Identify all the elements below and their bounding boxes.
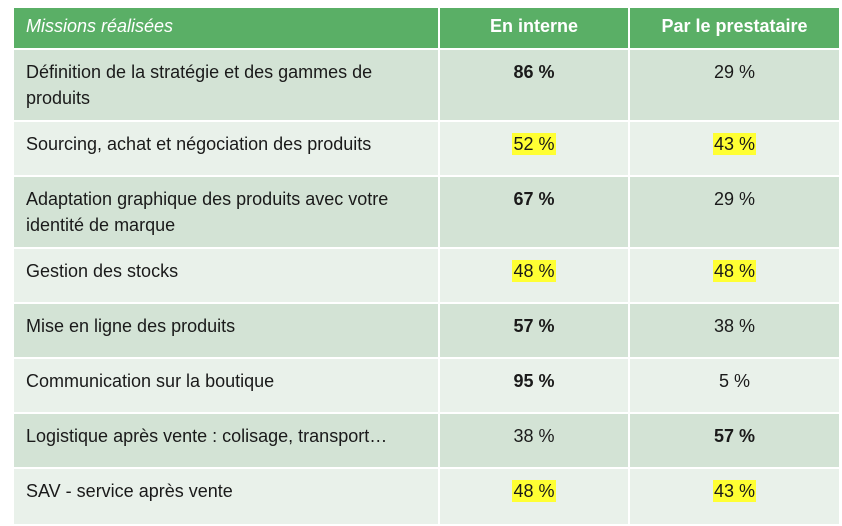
row-label: SAV - service après vente xyxy=(12,467,440,526)
missions-table: Missions réalisées En interne Par le pre… xyxy=(12,6,841,526)
value-text: 52 % xyxy=(512,133,556,155)
header-par-le-prestataire: Par le prestataire xyxy=(628,6,841,50)
value-text: 29 % xyxy=(713,62,756,82)
value-text: 43 % xyxy=(712,133,757,155)
value-en-interne: 86 % xyxy=(438,48,630,122)
value-prestataire: 29 % xyxy=(628,175,841,249)
row-label: Définition de la stratégie et des gammes… xyxy=(12,48,440,122)
row-label: Mise en ligne des produits xyxy=(12,302,440,359)
table-row: Définition de la stratégie et des gammes… xyxy=(12,48,841,122)
row-label: Adaptation graphique des produits avec v… xyxy=(12,175,440,249)
header-en-interne: En interne xyxy=(438,6,630,50)
value-prestataire: 43 % xyxy=(628,120,841,177)
value-prestataire: 57 % xyxy=(628,412,841,469)
value-text: 57 % xyxy=(713,426,756,446)
value-en-interne: 67 % xyxy=(438,175,630,249)
value-text: 86 % xyxy=(513,62,555,82)
value-text: 48 % xyxy=(512,480,556,502)
row-label: Logistique après vente : colisage, trans… xyxy=(12,412,440,469)
value-text: 67 % xyxy=(513,189,555,209)
value-text: 38 % xyxy=(713,316,756,336)
value-text: 29 % xyxy=(713,189,756,209)
row-label: Gestion des stocks xyxy=(12,247,440,304)
value-prestataire: 29 % xyxy=(628,48,841,122)
value-en-interne: 38 % xyxy=(438,412,630,469)
table-row: Gestion des stocks 48 % 48 % xyxy=(12,247,841,304)
value-en-interne: 48 % xyxy=(438,247,630,304)
value-prestataire: 43 % xyxy=(628,467,841,526)
table-header-row: Missions réalisées En interne Par le pre… xyxy=(12,6,841,50)
header-missions: Missions réalisées xyxy=(12,6,440,50)
value-prestataire: 5 % xyxy=(628,357,841,414)
value-text: 48 % xyxy=(512,260,556,282)
value-text: 95 % xyxy=(513,371,555,391)
value-en-interne: 95 % xyxy=(438,357,630,414)
value-text: 5 % xyxy=(718,371,751,391)
table-row: Adaptation graphique des produits avec v… xyxy=(12,175,841,249)
value-text: 38 % xyxy=(513,426,555,446)
value-text: 48 % xyxy=(712,260,757,282)
row-label: Communication sur la boutique xyxy=(12,357,440,414)
table-row: Communication sur la boutique 95 % 5 % xyxy=(12,357,841,414)
table-row: Sourcing, achat et négociation des produ… xyxy=(12,120,841,177)
table-row: Logistique après vente : colisage, trans… xyxy=(12,412,841,469)
table-row: Mise en ligne des produits 57 % 38 % xyxy=(12,302,841,359)
value-en-interne: 48 % xyxy=(438,467,630,526)
value-prestataire: 38 % xyxy=(628,302,841,359)
missions-table-wrapper: Missions réalisées En interne Par le pre… xyxy=(12,6,841,526)
value-text: 57 % xyxy=(513,316,555,336)
value-en-interne: 52 % xyxy=(438,120,630,177)
value-en-interne: 57 % xyxy=(438,302,630,359)
value-text: 43 % xyxy=(712,480,757,502)
table-row: SAV - service après vente 48 % 43 % xyxy=(12,467,841,526)
value-prestataire: 48 % xyxy=(628,247,841,304)
row-label: Sourcing, achat et négociation des produ… xyxy=(12,120,440,177)
